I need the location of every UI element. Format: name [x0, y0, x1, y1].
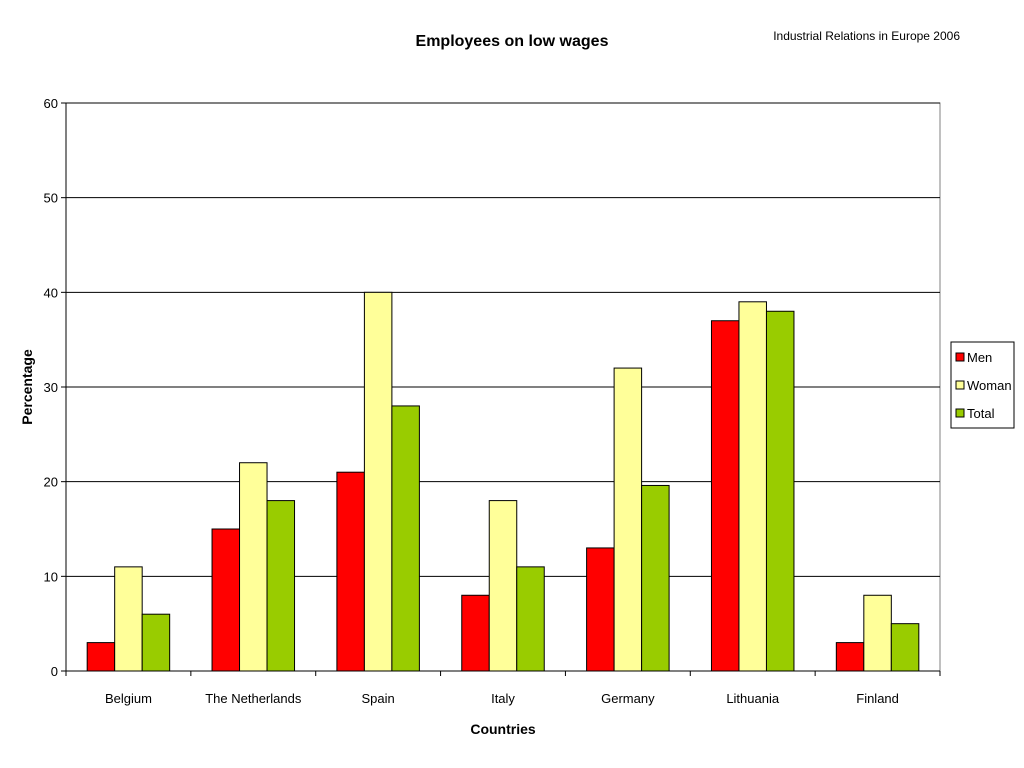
bar-men-belgium: [86, 642, 116, 672]
bar-woman-the-netherlands: [239, 462, 268, 672]
legend: Men Woman Total: [950, 341, 1015, 429]
legend-swatch-woman: [955, 380, 965, 390]
bar-total-germany: [641, 484, 670, 672]
y-tick-label: 0: [51, 664, 58, 679]
bar-total-finland: [890, 623, 920, 672]
bar-men-italy: [461, 594, 490, 672]
bar-total-belgium: [141, 613, 171, 672]
bar-men-lithuania: [710, 320, 740, 672]
x-tick-label: Belgium: [105, 691, 152, 706]
bar-men-germany: [586, 547, 615, 672]
y-tick-label: 60: [44, 96, 58, 111]
chart-title: Employees on low wages: [416, 33, 609, 50]
x-tick-label: Italy: [491, 691, 515, 706]
x-tick-label: Finland: [856, 691, 899, 706]
x-axis-ticks: Belgium The Netherlands Spain Italy Germany L…: [65, 671, 941, 706]
y-axis-ticks: 0 10 20 30 40 50 60: [44, 96, 66, 679]
bar-total-the-netherlands: [266, 500, 296, 672]
legend-swatch-total: [955, 408, 965, 418]
x-tick-label: The Netherlands: [205, 691, 302, 706]
x-tick-label: Spain: [362, 691, 395, 706]
bar-woman-germany: [613, 367, 643, 672]
y-axis-title: Percentage: [19, 349, 35, 425]
bar-total-spain: [391, 405, 420, 672]
y-tick-label: 40: [44, 285, 58, 300]
bar-woman-lithuania: [738, 301, 767, 672]
bar-woman-spain: [363, 291, 393, 672]
legend-label-men: Men: [967, 350, 992, 365]
x-tick-label: Germany: [601, 691, 655, 706]
bar-total-lithuania: [765, 310, 795, 672]
bar-woman-finland: [863, 594, 892, 672]
y-tick-label: 10: [44, 569, 58, 584]
bar-total-italy: [516, 566, 545, 672]
bar-men-spain: [336, 471, 365, 672]
legend-swatch-men: [955, 352, 965, 362]
source-note: Industrial Relations in Europe 2006: [773, 29, 960, 43]
bar-men-finland: [835, 642, 865, 672]
x-axis-title: Countries: [470, 721, 536, 737]
y-tick-label: 30: [44, 380, 58, 395]
legend-label-total: Total: [967, 406, 995, 421]
legend-label-woman: Woman: [967, 378, 1012, 393]
bar-woman-belgium: [114, 566, 143, 672]
y-tick-label: 20: [44, 475, 58, 490]
bar-men-the-netherlands: [211, 528, 241, 672]
x-tick-label: Lithuania: [726, 691, 780, 706]
bar-woman-italy: [488, 500, 518, 672]
bars: [86, 291, 920, 672]
y-tick-label: 50: [44, 191, 58, 206]
